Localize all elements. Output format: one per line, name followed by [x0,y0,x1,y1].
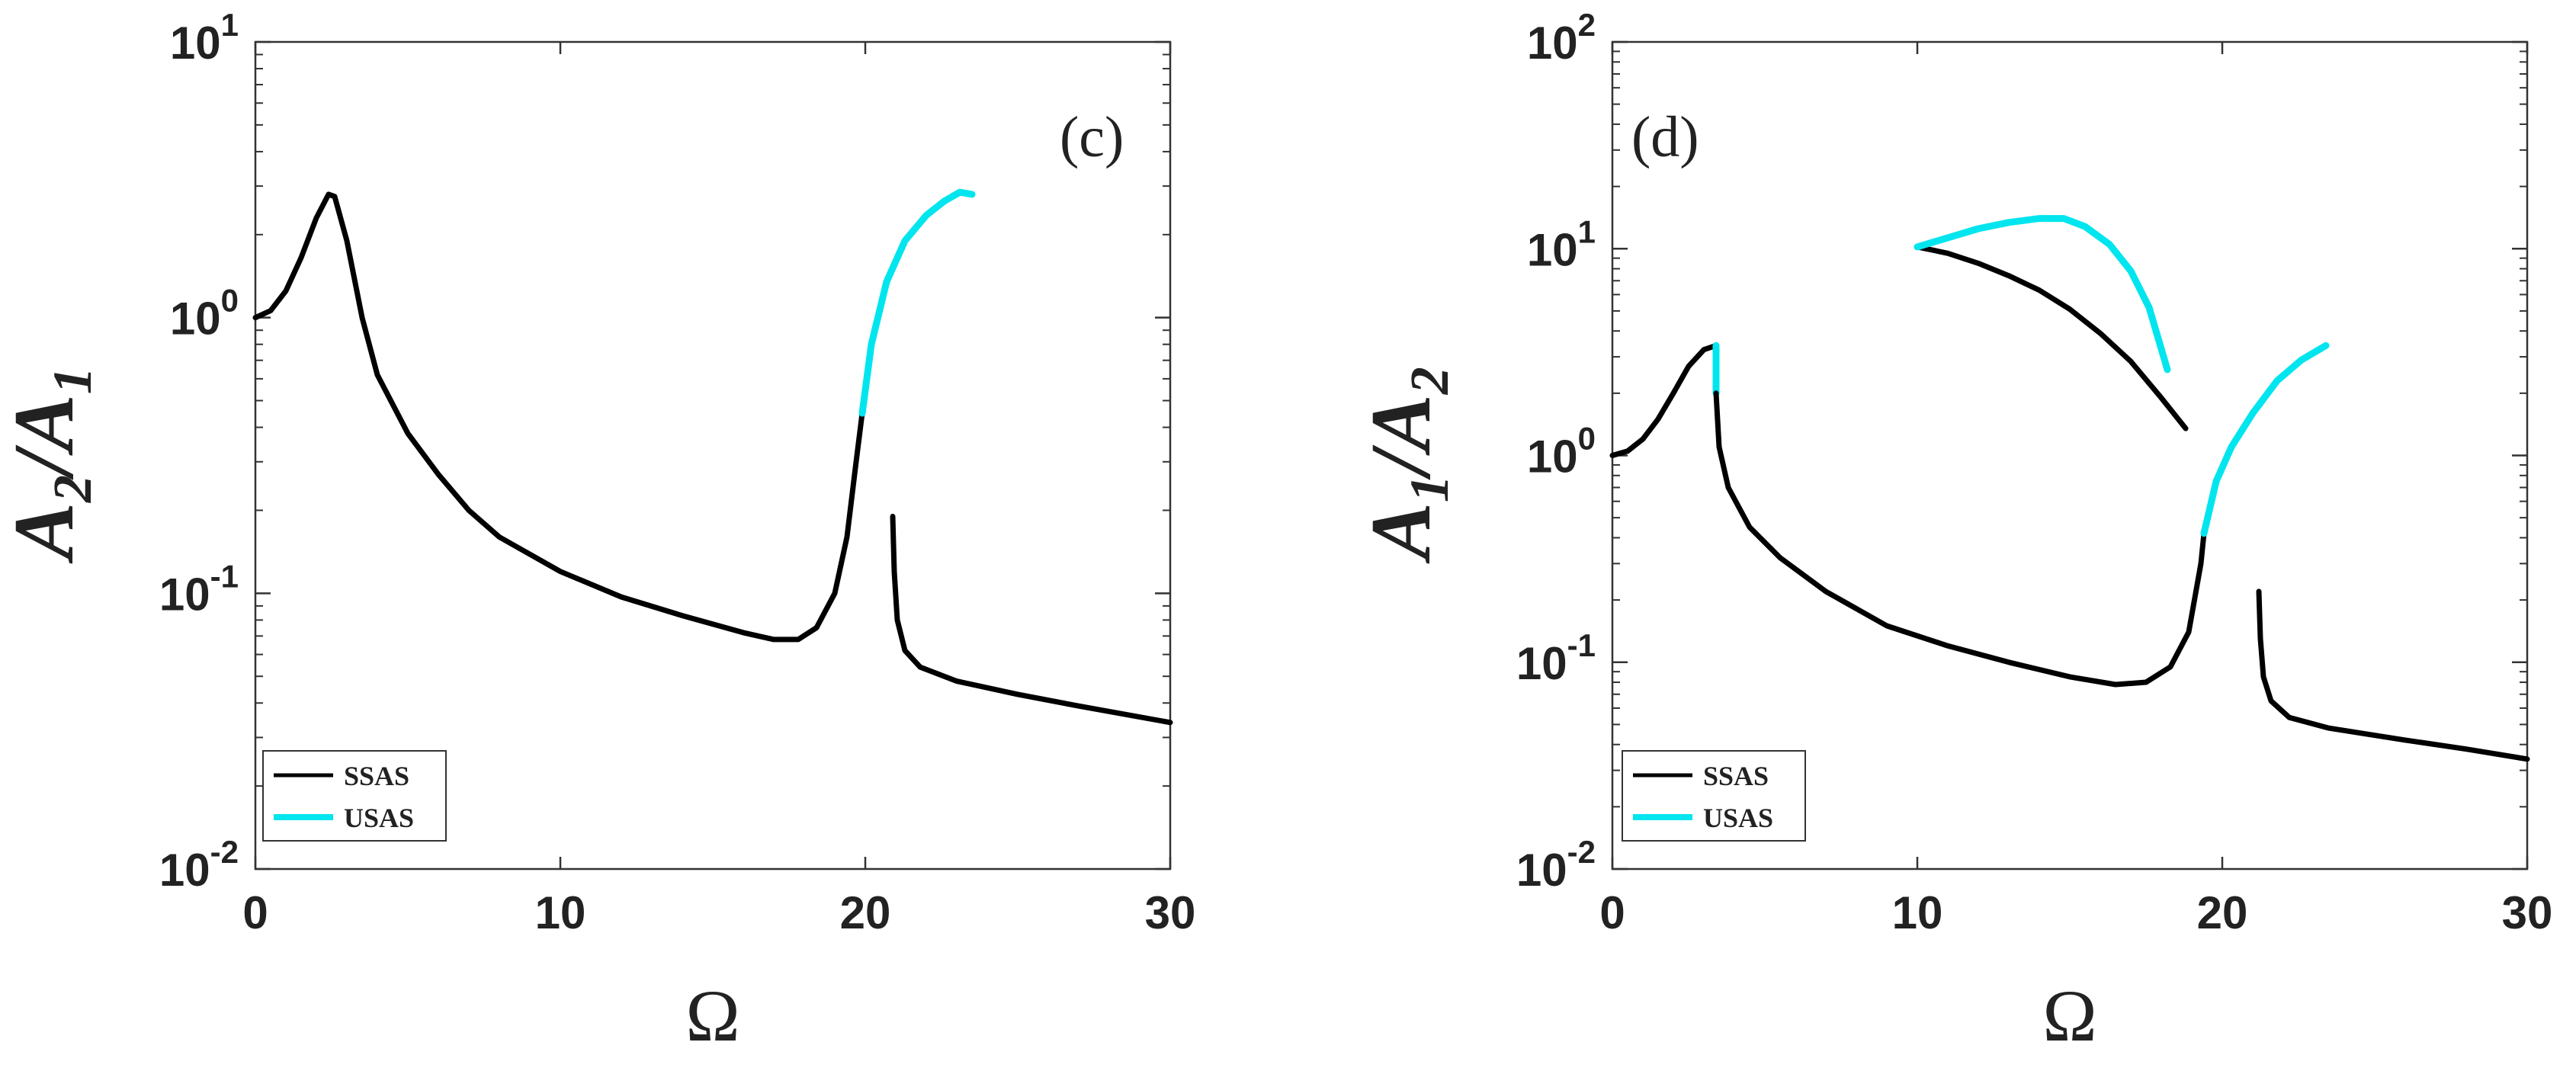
x-tick-label: 0 [242,887,268,938]
series-ssas-line [252,191,865,643]
x-tick-label: 0 [1599,887,1625,938]
series-ssas-line [2256,588,2530,762]
x-tick-label: 30 [1145,887,1196,938]
y-tick-label: 101 [1527,213,1596,275]
series-ssas-line [890,514,1173,726]
x-tick-label: 20 [2197,887,2248,938]
y-axis-label: A2/A1 [0,367,103,564]
y-tick-label: 10-1 [1516,627,1596,689]
series-usas-line [2200,342,2330,537]
y-tick-label: 102 [1527,7,1596,69]
chart-panel-c: 0 10 20 30 10-2 10-1 100 101 (c) SSAS USAS Ω A2/A1 [0,7,1195,1057]
x-tick-label: 10 [1892,887,1943,938]
series-ssas-line [1713,390,2207,688]
y-tick-label: 10-1 [159,558,239,620]
series-usas-line [1914,215,2171,374]
chart-panel-d: 0 10 20 30 10-2 10-1 100 101 102 (d) SSAS USAS Ω A1/A… [1354,7,2552,1057]
series-usas-line [858,188,976,417]
legend-label-usas: USAS [1703,803,1773,833]
series-ssas-line [1914,244,2189,431]
y-tick-label: 10-2 [159,834,239,896]
panel-label: (c) [1060,105,1124,169]
y-tick-label: 101 [170,7,239,69]
x-axis-label: Ω [2042,975,2096,1057]
legend-label-ssas: SSAS [344,761,409,791]
x-tick-label: 10 [535,887,586,938]
x-axis-label: Ω [685,975,739,1057]
x-tick-label: 30 [2502,887,2553,938]
series-ssas-line [1609,342,1719,458]
plot-frame [254,40,1172,871]
legend-box [1622,750,1806,842]
legend: SSAS USAS [262,750,447,842]
legend-label-ssas: SSAS [1703,761,1769,791]
x-tick-label: 20 [840,887,891,938]
y-tick-label: 100 [170,283,239,345]
legend-box [262,750,447,842]
y-tick-label: 100 [1527,421,1596,483]
y-axis-label: A1/A2 [1354,367,1460,564]
legend-label-usas: USAS [344,803,414,833]
legend: SSAS USAS [1622,750,1806,842]
y-tick-label: 10-2 [1516,834,1596,896]
plot-frame [1611,40,2529,871]
panel-label: (d) [1631,105,1699,169]
